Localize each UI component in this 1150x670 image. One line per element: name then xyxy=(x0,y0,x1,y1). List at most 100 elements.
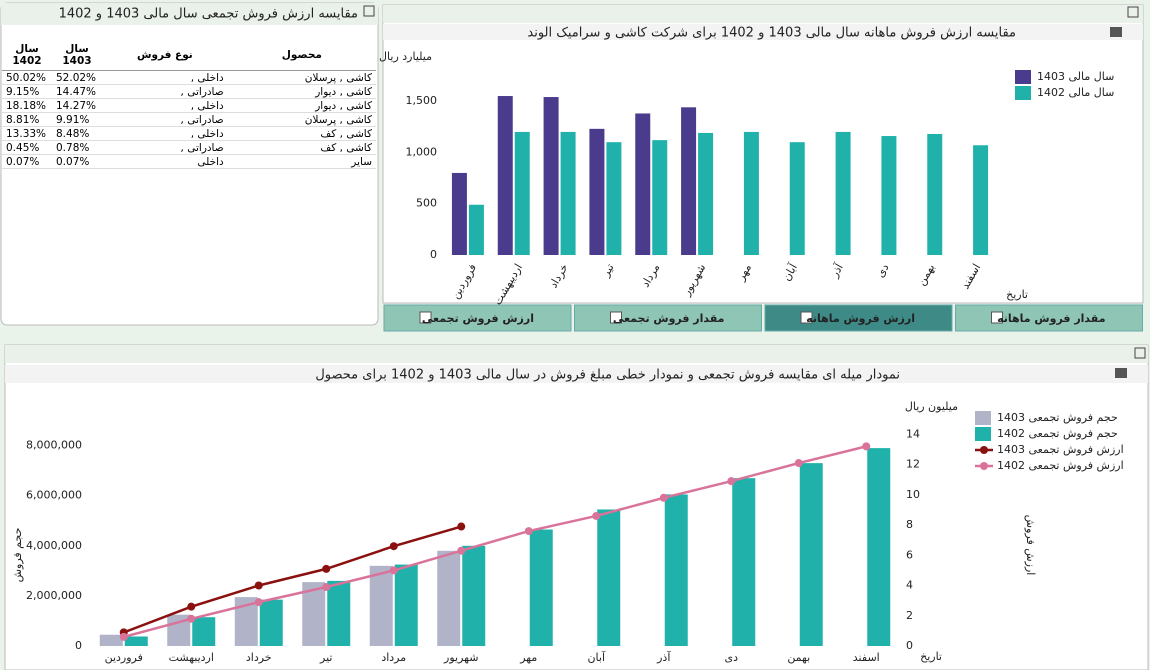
bar xyxy=(192,617,216,646)
table-cell: داخلی , xyxy=(102,70,228,85)
y-tick-label: 500 xyxy=(416,197,437,210)
y-axis-title: میلیارد ریال xyxy=(379,50,432,63)
table-cell: 0.45% xyxy=(2,140,52,155)
bar xyxy=(799,463,823,646)
export-icon[interactable] xyxy=(1115,368,1127,378)
tab-icon xyxy=(419,311,432,324)
table-cell: 0.07% xyxy=(2,154,52,169)
table-cell: کاشی , دیوار xyxy=(227,84,376,99)
tab-label: ارزش فروش تجمعی xyxy=(422,312,534,325)
point xyxy=(727,477,736,486)
legend-swatch xyxy=(1015,70,1031,84)
table-cell: کاشی , دیوار xyxy=(227,98,376,113)
table-row: کاشی , پرسلان صادراتی , 9.91% 8.81% xyxy=(2,112,376,127)
table-row: کاشی , پرسلان داخلی , 52.02% 50.02% xyxy=(2,70,376,85)
y-tick-label: 0 xyxy=(75,639,82,652)
maximize-icon[interactable] xyxy=(1127,6,1139,18)
y2-tick-label: 8 xyxy=(906,518,913,531)
point xyxy=(322,583,331,592)
tab[interactable] xyxy=(764,304,953,332)
point xyxy=(457,546,466,555)
table-cell: کاشی , پرسلان xyxy=(227,70,376,85)
bar xyxy=(835,131,851,255)
tab[interactable] xyxy=(574,304,762,332)
table-cell: داخلی xyxy=(102,154,228,169)
column-header[interactable]: محصول xyxy=(227,40,376,71)
table-row: کاشی , دیوار صادراتی , 14.47% 9.15% xyxy=(2,84,376,99)
y2-tick-label: 10 xyxy=(906,488,920,501)
bar xyxy=(635,113,651,255)
legend-dot xyxy=(980,446,988,454)
legend-label[interactable]: حجم فروش تجمعی 1403 xyxy=(997,411,1118,424)
bar xyxy=(437,550,461,646)
table-cell: 13.33% xyxy=(2,126,52,141)
x-tick-label: فروردین xyxy=(105,651,143,664)
point xyxy=(254,581,263,590)
x-tick-label: مهر xyxy=(519,651,537,664)
x-tick-label: تیر xyxy=(319,651,332,664)
x-tick-label: تیر xyxy=(599,262,617,280)
legend-dot xyxy=(980,462,988,470)
share-table: محصول نوع فروش سال 1403 سال 1402 کاشی , پرسل… xyxy=(2,40,376,169)
table-cell: کاشی , کف xyxy=(227,126,376,141)
table-cell: کاشی , کف xyxy=(227,140,376,155)
bar xyxy=(327,580,351,646)
tab[interactable] xyxy=(383,304,572,332)
table-cell: سایر xyxy=(227,154,376,169)
legend-label[interactable]: سال مالی 1403 xyxy=(1037,70,1114,83)
chart-title-bar xyxy=(5,365,1148,383)
bar xyxy=(99,634,123,646)
y-axis-title: حجم فروش xyxy=(11,528,24,583)
maximize-icon[interactable] xyxy=(363,5,375,17)
tab-label: مقدار فروش تجمعی xyxy=(613,312,725,325)
table-cell: 8.48% xyxy=(52,126,102,141)
table-cell: 8.81% xyxy=(2,112,52,127)
header-row: محصول نوع فروش سال 1403 سال 1402 xyxy=(2,40,376,71)
table-cell: 9.15% xyxy=(2,84,52,99)
bar xyxy=(369,565,393,646)
y-tick-label: 0 xyxy=(430,248,437,261)
table-row: کاشی , دیوار داخلی , 14.27% 18.18% xyxy=(2,98,376,113)
column-header[interactable]: سال 1403 xyxy=(52,40,102,71)
bar xyxy=(927,133,943,255)
chart-title-bar xyxy=(383,24,1143,40)
point xyxy=(187,614,196,623)
table-cell: 52.02% xyxy=(52,70,102,85)
point xyxy=(457,522,466,531)
legend-label[interactable]: ارزش فروش تجمعی 1403 xyxy=(997,443,1124,456)
legend-label[interactable]: سال مالی 1402 xyxy=(1037,86,1114,99)
y-tick-label: 8,000,000 xyxy=(26,439,82,452)
y-tick-label: 6,000,000 xyxy=(26,489,82,502)
legend-label[interactable]: ارزش فروش تجمعی 1402 xyxy=(997,459,1124,472)
table-cell: صادراتی , xyxy=(102,140,228,155)
x-tick-label: شهریور xyxy=(443,651,478,664)
tab[interactable] xyxy=(955,304,1143,332)
y-tick-label: 4,000,000 xyxy=(26,539,82,552)
table-cell: 50.02% xyxy=(2,70,52,85)
bar xyxy=(867,448,891,646)
x-tick-label: اردیبهشت xyxy=(169,651,214,664)
column-header[interactable]: نوع فروش xyxy=(102,40,228,71)
table-cell: صادراتی , xyxy=(102,112,228,127)
bar xyxy=(124,636,148,646)
tab-label: مقدار فروش ماهانه xyxy=(997,312,1105,325)
bar xyxy=(698,132,714,255)
column-header[interactable]: سال 1402 xyxy=(2,40,52,71)
y2-unit: میلیون ریال xyxy=(905,400,958,413)
bar xyxy=(743,131,759,255)
bar xyxy=(394,564,418,646)
chart-title: مقایسه ارزش فروش ماهانه سال مالی 1403 و … xyxy=(527,26,1016,41)
legend-label[interactable]: حجم فروش تجمعی 1402 xyxy=(997,427,1118,440)
bar xyxy=(302,582,326,646)
export-icon[interactable] xyxy=(1110,27,1122,37)
point xyxy=(592,511,601,520)
x-tick-label: آذر xyxy=(656,650,671,664)
bar xyxy=(259,599,283,646)
maximize-icon[interactable] xyxy=(1134,347,1146,359)
bar xyxy=(468,204,484,255)
bar xyxy=(664,494,688,646)
point xyxy=(524,527,533,536)
x-axis-title: تاریخ xyxy=(1006,288,1028,301)
legend-swatch xyxy=(1015,86,1031,100)
